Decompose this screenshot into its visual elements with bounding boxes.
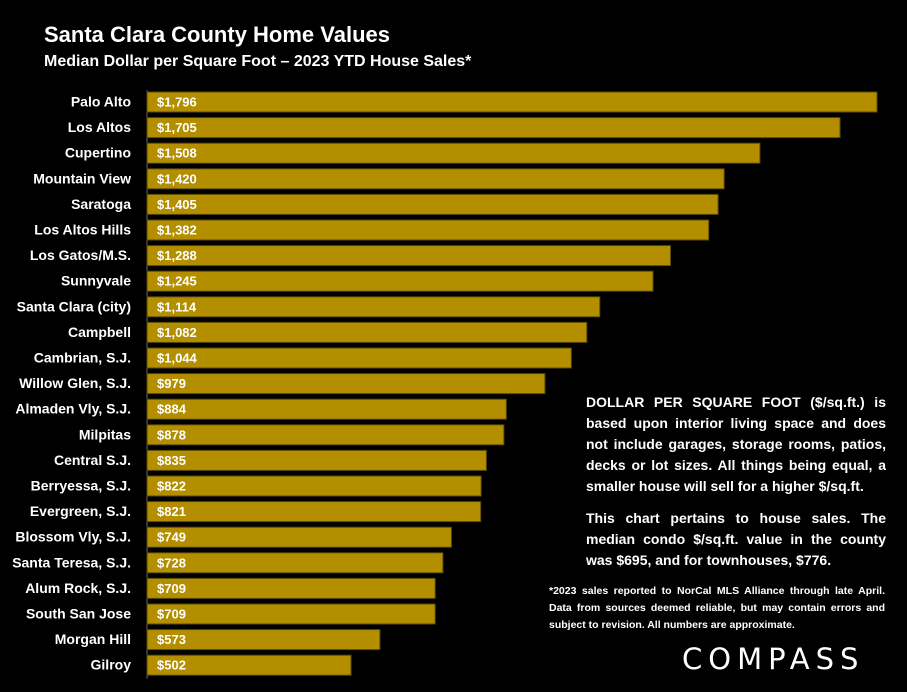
bar [146, 603, 436, 625]
data-label: $979 [157, 376, 186, 391]
chart-title: Santa Clara County Home Values [44, 22, 390, 47]
bar [146, 142, 761, 164]
category-label: Milpitas [79, 426, 131, 442]
data-label: $1,796 [157, 95, 197, 110]
bar [146, 398, 507, 420]
bar [146, 475, 482, 497]
data-label: $1,288 [157, 248, 197, 263]
category-label: Mountain View [33, 170, 131, 186]
data-label: $1,382 [157, 223, 197, 238]
chart-subtitle: Median Dollar per Square Foot – 2023 YTD… [44, 53, 472, 70]
category-label: Los Gatos/M.S. [30, 247, 131, 263]
category-label: Willow Glen, S.J. [19, 375, 131, 391]
bar [146, 245, 672, 267]
category-label: Alum Rock, S.J. [25, 580, 131, 596]
data-label: $573 [157, 632, 186, 647]
data-label: $1,114 [157, 299, 197, 314]
category-label: Blossom Vly, S.J. [15, 529, 131, 545]
bar [146, 654, 352, 676]
category-label: Sunnyvale [61, 273, 131, 289]
note-paragraph-condo: This chart pertains to house sales. The … [586, 510, 886, 568]
bar [146, 91, 878, 113]
bar [146, 296, 601, 318]
bar [146, 552, 444, 574]
data-label: $884 [157, 402, 187, 417]
bar [146, 577, 436, 599]
category-label: Almaden Vly, S.J. [15, 401, 131, 417]
category-label: Berryessa, S.J. [31, 478, 131, 494]
bar [146, 424, 505, 446]
data-label: $709 [157, 607, 186, 622]
bar [146, 526, 452, 548]
data-label: $1,082 [157, 325, 197, 340]
data-label: $1,405 [157, 197, 197, 212]
data-label: $1,044 [157, 351, 198, 366]
bar [146, 168, 725, 190]
bar [146, 321, 588, 343]
category-label: Palo Alto [71, 94, 131, 110]
data-label: $821 [157, 504, 186, 519]
data-label: $835 [157, 453, 186, 468]
category-label: Los Altos [68, 119, 131, 135]
category-label: Santa Clara (city) [17, 298, 131, 314]
bar [146, 373, 546, 395]
category-label: Central S.J. [54, 452, 131, 468]
notes-box: DOLLAR PER SQUARE FOOT ($/sq.ft.) is bas… [586, 392, 886, 582]
data-label: $1,705 [157, 120, 197, 135]
data-label: $709 [157, 581, 186, 596]
data-label: $1,245 [157, 274, 197, 289]
bar [146, 629, 381, 651]
bar [146, 449, 487, 471]
category-label: Cupertino [65, 145, 131, 161]
bar [146, 270, 654, 292]
category-label: Saratoga [71, 196, 131, 212]
footnote: *2023 sales reported to NorCal MLS Allia… [549, 585, 885, 631]
data-label: $1,508 [157, 146, 197, 161]
compass-logo: COMPASS [682, 642, 865, 676]
category-label: South San Jose [26, 606, 131, 622]
category-label: Gilroy [91, 657, 132, 673]
data-label: $502 [157, 658, 186, 673]
category-label: Morgan Hill [55, 631, 131, 647]
note-paragraph-definition: DOLLAR PER SQUARE FOOT ($/sq.ft.) is bas… [586, 394, 886, 494]
data-label: $1,420 [157, 171, 197, 186]
bar [146, 501, 482, 523]
category-label: Santa Teresa, S.J. [12, 554, 131, 570]
bar [146, 117, 841, 139]
bar [146, 347, 572, 369]
category-label: Campbell [68, 324, 131, 340]
data-label: $878 [157, 427, 186, 442]
data-label: $822 [157, 479, 186, 494]
data-label: $749 [157, 530, 186, 545]
category-label: Cambrian, S.J. [34, 350, 131, 366]
bar [146, 193, 719, 215]
data-label: $728 [157, 555, 186, 570]
category-label: Evergreen, S.J. [30, 503, 131, 519]
category-label: Los Altos Hills [34, 222, 131, 238]
bar [146, 219, 710, 241]
